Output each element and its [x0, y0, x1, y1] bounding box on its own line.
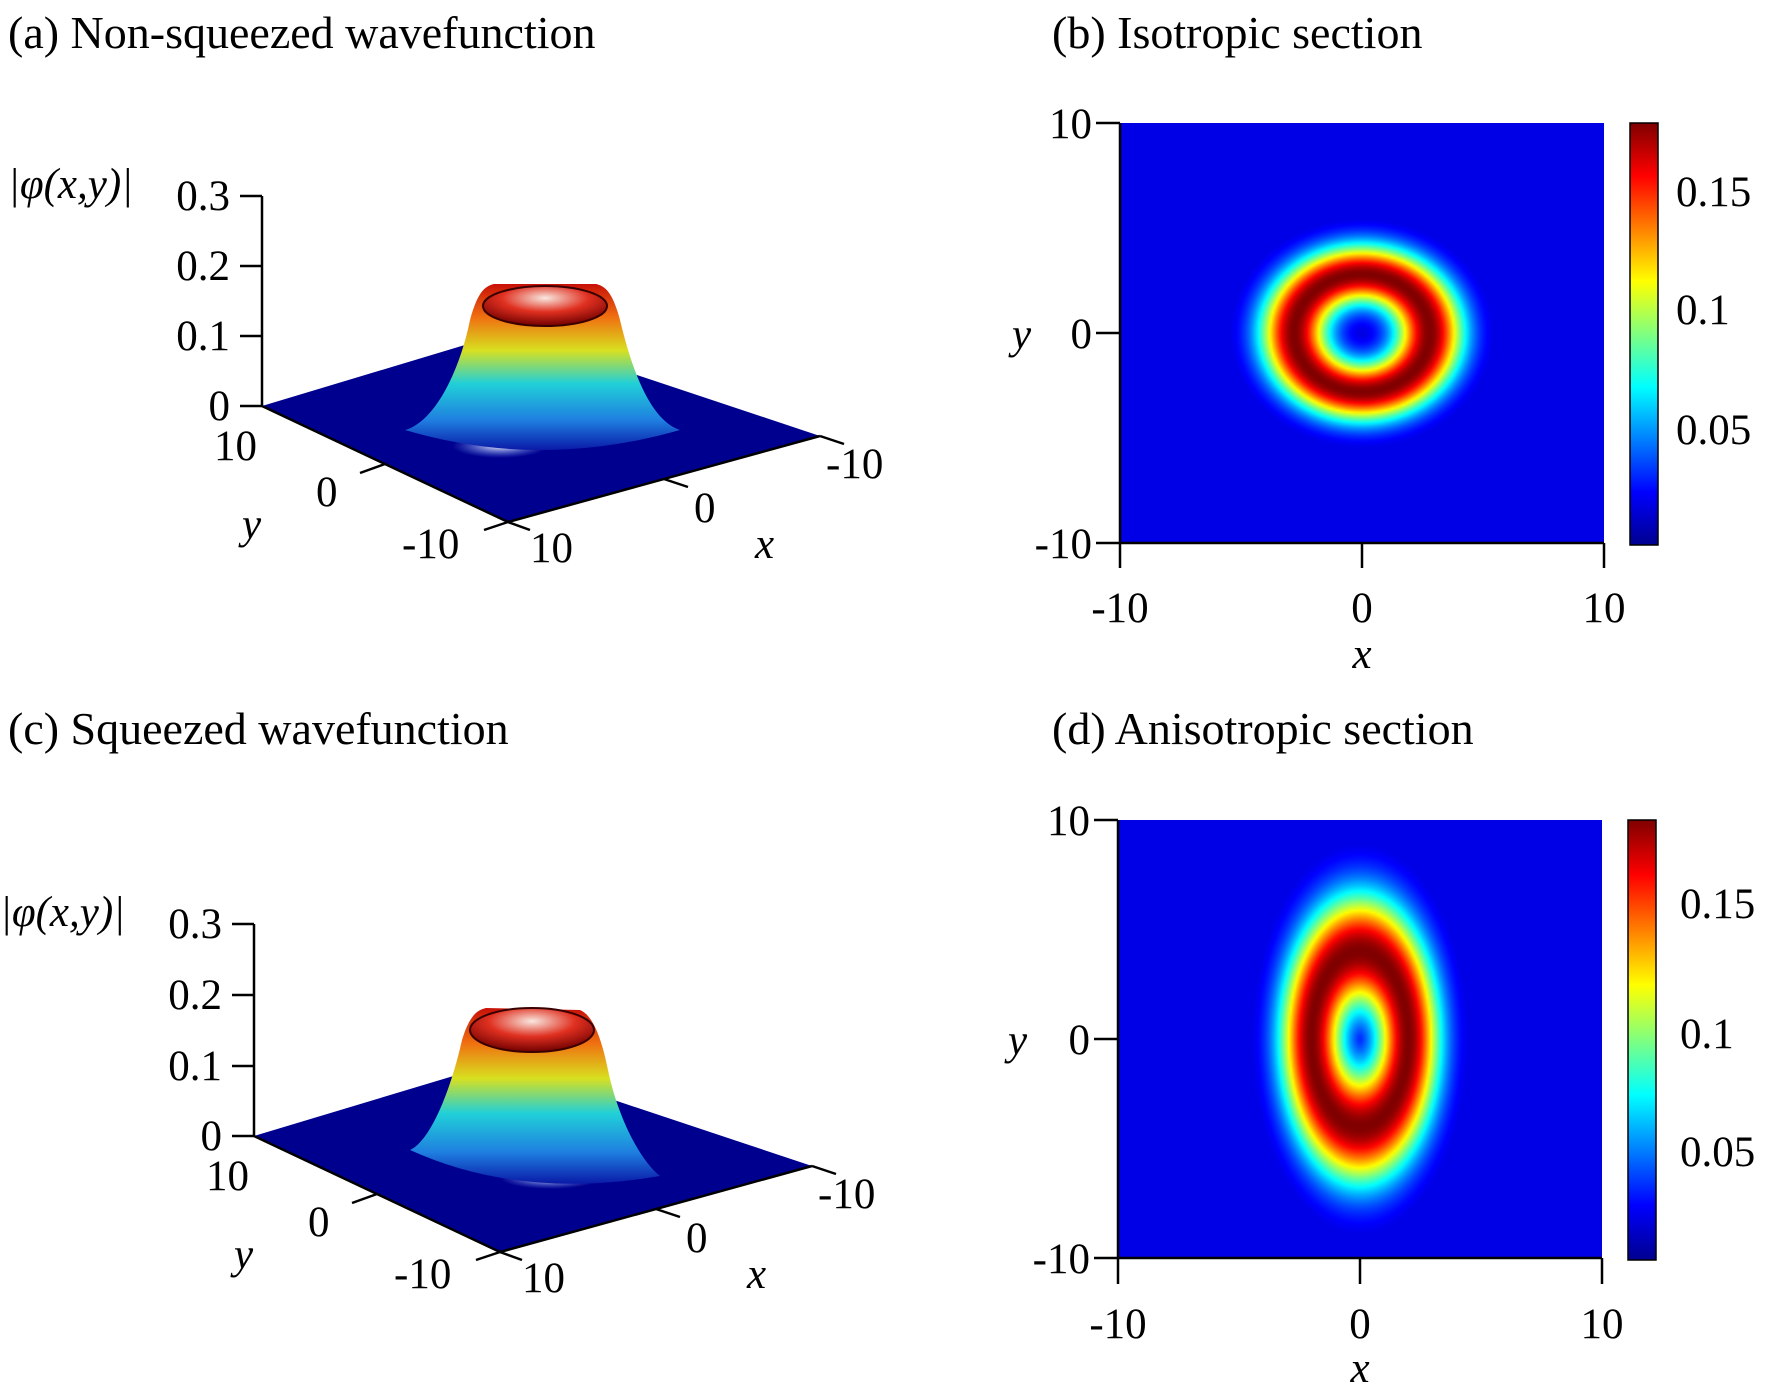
panel-a-ztick-0.3: 0.3 — [176, 173, 230, 220]
panel-a-ylabel: y — [238, 501, 262, 548]
panel-c-ztick-0.3: 0.3 — [168, 901, 222, 948]
panel-b-cbar-tick-0.05: 0.05 — [1676, 407, 1751, 454]
panel-a-ztick-0.1: 0.1 — [176, 313, 230, 360]
panel-a-xtick-0: 0 — [694, 485, 716, 532]
panel-c-ytick-10: 10 — [206, 1153, 249, 1200]
panel-a-xtick-10: 10 — [530, 525, 573, 572]
panel-c-zlabel: |φ(x,y)| — [0, 889, 125, 936]
panel-c-ztick-0.2: 0.2 — [168, 972, 222, 1019]
panel-b-xlabel: x — [1351, 631, 1371, 678]
panel-c-xtick-10: 10 — [522, 1255, 565, 1302]
panel-d-cbar-tick-0.15: 0.15 — [1680, 881, 1755, 928]
panel-a-ring-top — [483, 286, 607, 326]
panel-d-xtick--10: -10 — [1089, 1301, 1146, 1348]
panel-c-xtick-0: 0 — [686, 1215, 708, 1262]
panel-d-xtick-10: 10 — [1581, 1301, 1624, 1348]
panel-b-heatmap — [1120, 123, 1604, 543]
panel-b-xtick-0: 0 — [1351, 585, 1373, 632]
panel-d: (d) Anisotropic section 10 0 -10 -10 0 1… — [1004, 703, 1755, 1391]
panel-b: (b) Isotropic section 10 0 -10 -10 0 10 … — [1008, 7, 1751, 678]
panel-c-ztick-0: 0 — [201, 1113, 223, 1160]
panel-b-ytick--10: -10 — [1035, 521, 1092, 568]
panel-a-xtick--10: -10 — [826, 441, 883, 488]
panel-a-zlabel: |φ(x,y)| — [8, 161, 133, 208]
panel-d-heatmap — [1118, 820, 1602, 1258]
panel-c-ytick-0: 0 — [308, 1199, 330, 1246]
panel-b-cbar-tick-0.1: 0.1 — [1676, 287, 1730, 334]
panel-d-ylabel: y — [1004, 1017, 1028, 1064]
panel-a-ring-surface — [405, 284, 680, 450]
panel-d-cbar-tick-0.05: 0.05 — [1680, 1129, 1755, 1176]
panel-d-colorbar — [1627, 819, 1657, 1261]
panel-a-title: (a) Non-squeezed wavefunction — [8, 7, 596, 58]
panel-b-colorbar — [1629, 122, 1659, 546]
panel-d-ytick-10: 10 — [1047, 798, 1090, 845]
panel-d-xtick-0: 0 — [1349, 1301, 1371, 1348]
panel-a-ytick-10: 10 — [214, 423, 257, 470]
panel-a-ytick--10: -10 — [402, 521, 459, 568]
panel-b-title: (b) Isotropic section — [1052, 7, 1422, 58]
panel-c-xlabel: x — [746, 1251, 766, 1298]
panel-b-xtick--10: -10 — [1091, 585, 1148, 632]
panel-b-ytick-0: 0 — [1071, 311, 1093, 358]
panel-a: (a) Non-squeezed wavefunction 0.3 0.2 0.… — [8, 7, 883, 572]
panel-c-xtick--10: -10 — [818, 1171, 875, 1218]
panel-c-ytick--10: -10 — [394, 1251, 451, 1298]
panel-a-ztick-0: 0 — [209, 383, 231, 430]
panel-a-ytick-0: 0 — [316, 469, 338, 516]
panel-c-title: (c) Squeezed wavefunction — [8, 703, 509, 754]
panel-b-cbar-tick-0.15: 0.15 — [1676, 169, 1751, 216]
panel-d-xlabel: x — [1349, 1345, 1369, 1391]
panel-c-ring-top — [470, 1008, 594, 1052]
panel-d-title: (d) Anisotropic section — [1052, 703, 1474, 754]
panel-b-ylabel: y — [1008, 311, 1032, 358]
panel-d-ytick-0: 0 — [1069, 1017, 1091, 1064]
panel-c-ylabel: y — [230, 1231, 254, 1278]
panel-d-ytick--10: -10 — [1033, 1236, 1090, 1283]
panel-a-ztick-0.2: 0.2 — [176, 243, 230, 290]
panel-d-cbar-tick-0.1: 0.1 — [1680, 1011, 1734, 1058]
panel-b-xtick-10: 10 — [1583, 585, 1626, 632]
panel-c-ztick-0.1: 0.1 — [168, 1043, 222, 1090]
panel-c: (c) Squeezed wavefunction 0.3 0.2 0.1 0 … — [0, 703, 875, 1302]
panel-a-xlabel: x — [754, 521, 774, 568]
panel-c-ring-surface — [410, 1007, 660, 1184]
panel-b-ytick-10: 10 — [1049, 101, 1092, 148]
